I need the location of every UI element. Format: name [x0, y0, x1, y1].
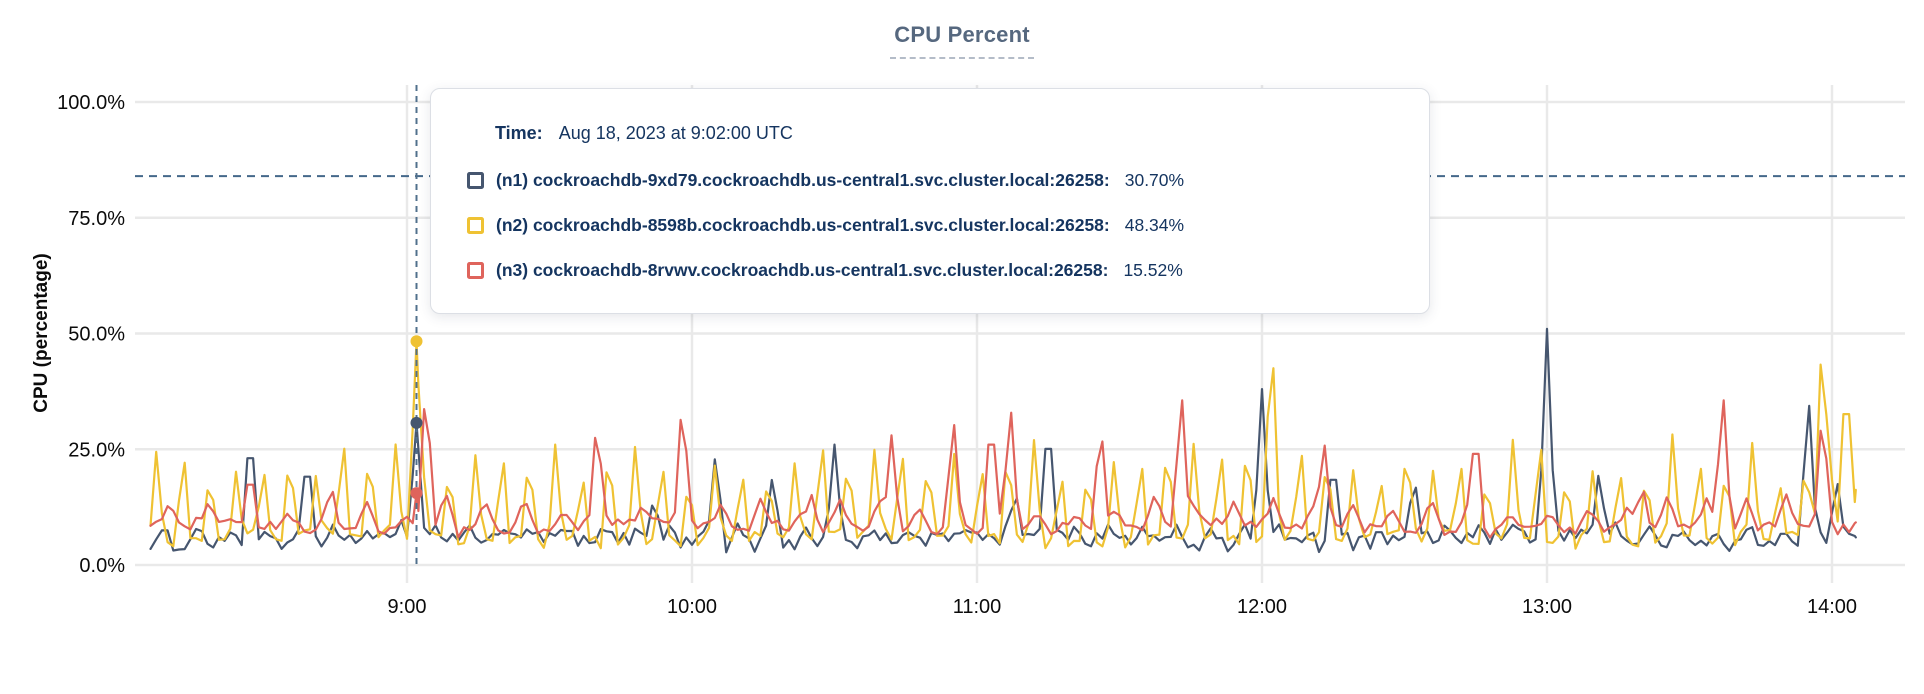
hover-dot-n3 [410, 487, 423, 500]
hover-tooltip: Time: Aug 18, 2023 at 9:02:00 UTC (n1) co… [430, 88, 1430, 314]
series-line-n2 [149, 340, 1857, 550]
tooltip-series-label: (n1) cockroachdb-9xd79.cockroachdb.us-ce… [496, 170, 1110, 190]
tooltip-series-value: 48.34% [1124, 215, 1185, 235]
y-tick-label: 75.0% [68, 208, 125, 230]
tooltip-series-value: 30.70% [1124, 170, 1185, 190]
tooltip-series-label: (n2) cockroachdb-8598b.cockroachdb.us-ce… [496, 215, 1110, 235]
x-tick-label: 14:00 [1807, 596, 1857, 618]
tooltip-series-row: (n1) cockroachdb-9xd79.cockroachdb.us-ce… [467, 168, 1399, 192]
series-swatch-icon [467, 261, 484, 279]
tooltip-series-label: (n3) cockroachdb-8rvwv.cockroachdb.us-ce… [496, 260, 1109, 280]
x-tick-label: 10:00 [667, 596, 717, 618]
tooltip-series-row: (n2) cockroachdb-8598b.cockroachdb.us-ce… [467, 213, 1399, 237]
tooltip-series-value: 15.52% [1123, 260, 1183, 280]
y-tick-label: 25.0% [68, 439, 125, 461]
tooltip-time-label: Time: [495, 123, 543, 143]
hover-dot-n1 [410, 416, 423, 429]
chart-title: CPU Percent [890, 22, 1034, 59]
y-tick-label: 0.0% [79, 555, 125, 577]
y-tick-label: 50.0% [68, 324, 125, 346]
x-tick-label: 9:00 [388, 596, 427, 618]
x-tick-label: 11:00 [953, 596, 1002, 618]
series-swatch-icon [467, 216, 484, 234]
series-swatch-icon [467, 171, 484, 189]
tooltip-series-rows: (n1) cockroachdb-9xd79.cockroachdb.us-ce… [467, 168, 1399, 282]
tooltip-time-value: Aug 18, 2023 at 9:02:00 UTC [558, 123, 793, 143]
series-line-n3 [149, 399, 1857, 539]
tooltip-time-row: Time: Aug 18, 2023 at 9:02:00 UTC [495, 123, 1399, 144]
chart-title-wrap: CPU Percent [0, 22, 1924, 59]
tooltip-series-row: (n3) cockroachdb-8rvwv.cockroachdb.us-ce… [467, 258, 1399, 282]
hover-dot-n2 [410, 335, 423, 348]
x-tick-label: 13:00 [1522, 596, 1572, 618]
x-tick-label: 12:00 [1237, 596, 1287, 618]
y-tick-label: 100.0% [57, 92, 125, 114]
